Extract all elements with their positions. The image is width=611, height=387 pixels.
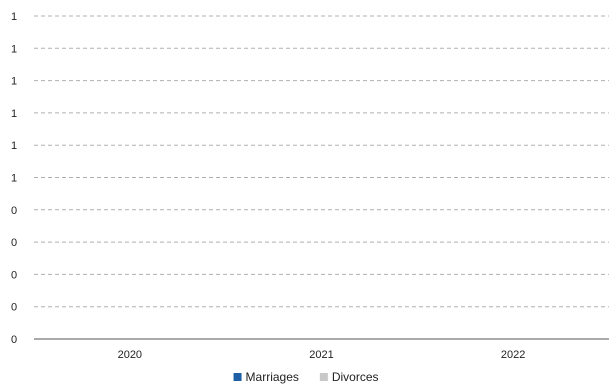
legend-swatch-marriages bbox=[233, 373, 242, 381]
x-axis-tick-labels: 2020 2021 2022 bbox=[118, 349, 526, 361]
y-tick-label: 1 bbox=[11, 43, 17, 55]
y-tick-label: 0 bbox=[11, 334, 17, 346]
x-tick-label: 2021 bbox=[309, 349, 333, 361]
y-tick-label: 1 bbox=[11, 108, 17, 120]
y-tick-label: 0 bbox=[11, 302, 17, 314]
y-axis-tick-labels: 0 0 0 0 0 1 1 1 1 1 1 bbox=[11, 11, 17, 346]
y-tick-label: 1 bbox=[11, 173, 17, 185]
y-tick-label: 1 bbox=[11, 76, 17, 88]
gridlines bbox=[34, 15, 609, 308]
y-tick-label: 0 bbox=[11, 269, 17, 281]
legend-swatch-divorces bbox=[319, 373, 328, 381]
legend-label-marriages: Marriages bbox=[246, 370, 299, 384]
y-tick-label: 0 bbox=[11, 205, 17, 217]
x-tick-label: 2022 bbox=[501, 349, 525, 361]
y-tick-label: 1 bbox=[11, 11, 17, 23]
y-tick-label: 1 bbox=[11, 140, 17, 152]
legend: Marriages Divorces bbox=[233, 370, 379, 384]
x-tick-label: 2020 bbox=[118, 349, 142, 361]
legend-label-divorces: Divorces bbox=[332, 370, 379, 384]
y-tick-label: 0 bbox=[11, 237, 17, 249]
